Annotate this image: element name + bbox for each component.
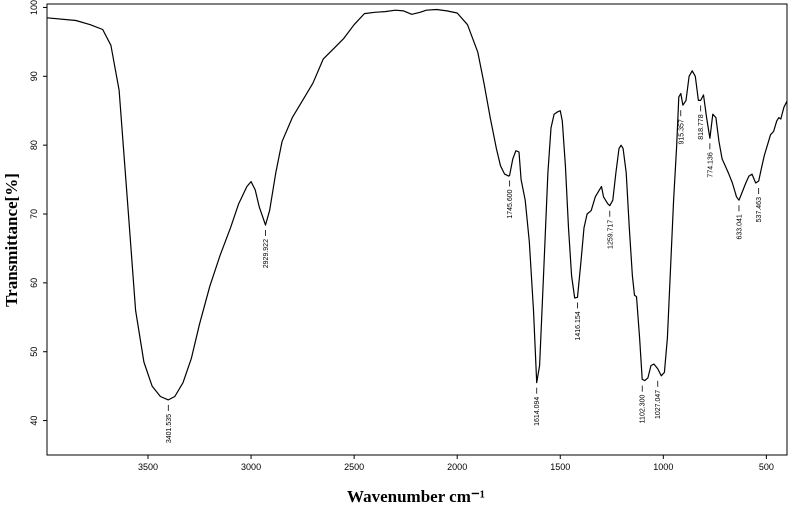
x-axis-ticks: 3500 3000 2500 2000 1500 1000 500 [138, 455, 774, 472]
y-tick-label: 100 [29, 0, 39, 15]
peak-label: 915.357 [678, 119, 685, 144]
y-tick-label: 80 [29, 140, 39, 150]
x-tick-label: 2000 [447, 462, 467, 472]
y-tick-label: 90 [29, 71, 39, 81]
peak-label: 2929.922 [263, 239, 270, 268]
x-tick-label: 500 [759, 462, 774, 472]
peak-label: 1102.300 [640, 395, 647, 424]
peak-label: 1259.717 [607, 220, 614, 249]
peak-label: 1745.600 [507, 189, 514, 218]
y-tick-label: 70 [29, 209, 39, 219]
y-tick-label: 50 [29, 347, 39, 357]
peak-label: 1614.094 [534, 397, 541, 426]
peak-label: 3401.535 [166, 414, 173, 443]
plot-frame [46, 3, 788, 456]
x-tick-label: 3500 [138, 462, 158, 472]
x-axis-title: Wavenumber cm⁻¹ [347, 487, 485, 506]
y-tick-label: 60 [29, 278, 39, 288]
peak-label: 1027.047 [655, 390, 662, 419]
peak-label: 633.041 [736, 214, 743, 239]
y-tick-label: 40 [29, 416, 39, 426]
peak-label: 774.136 [707, 152, 714, 177]
peak-label: 537.463 [756, 197, 763, 222]
x-tick-label: 1500 [550, 462, 570, 472]
x-tick-label: 3000 [241, 462, 261, 472]
transmittance-curve [46, 8, 788, 401]
peak-label: 1416.154 [575, 311, 582, 340]
x-tick-label: 2500 [344, 462, 364, 472]
peak-label: 818.778 [698, 114, 705, 139]
peak-annotations: 3401.535 2929.922 1745.600 1614.094 1416.154… [166, 105, 763, 443]
y-axis-title: Transmittance[%] [2, 173, 21, 307]
y-axis-ticks: 40 50 60 70 80 90 100 [29, 0, 47, 426]
x-tick-label: 1000 [653, 462, 673, 472]
